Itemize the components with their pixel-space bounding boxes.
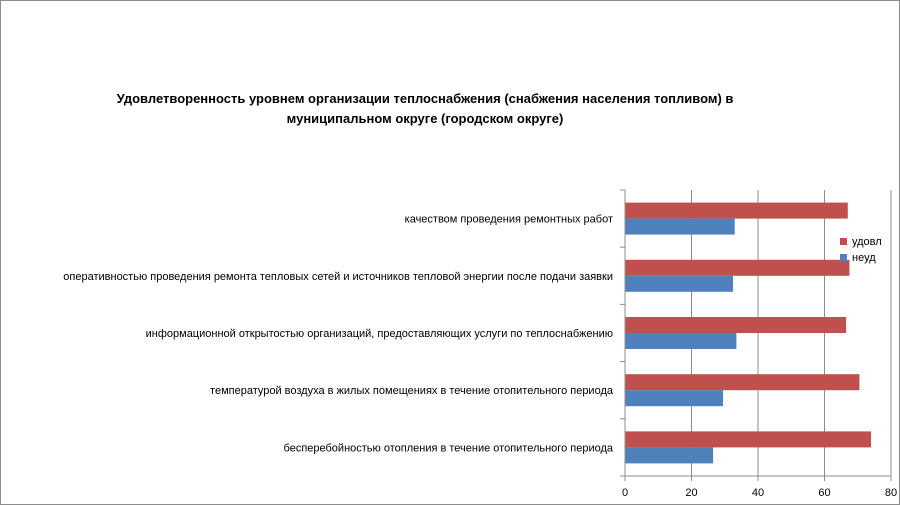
bar-неуд-2 (625, 275, 734, 292)
legend-label-удовл: удовл (852, 236, 882, 248)
chart-title: Удовлетворенность уровнем организации те… (60, 89, 790, 129)
category-label-5: бесперебойностью отопления в течение ото… (284, 442, 614, 454)
bars (625, 202, 872, 464)
category-label-2: оперативностью проведения ремонта теплов… (63, 271, 613, 283)
legend: удовл неуд (840, 236, 882, 264)
category-label-4: температурой воздуха в жилых помещениях … (210, 385, 614, 397)
x-tick-label: 40 (752, 487, 764, 499)
chart-title-line-2: муниципальном округе (городском округе) (286, 111, 564, 126)
chart-title-line-1: Удовлетворенность уровнем организации те… (116, 91, 734, 106)
category-labels: качеством проведения ремонтных работ опер… (63, 214, 614, 455)
x-tick-label: 60 (818, 487, 830, 499)
bar-удовл-4 (625, 374, 860, 391)
legend-swatch-неуд (840, 254, 847, 261)
axes (620, 189, 892, 481)
bar-удовл-1 (625, 202, 848, 219)
bar-удовл-3 (625, 317, 847, 333)
bar-неуд-3 (625, 333, 737, 349)
legend-label-неуд: неуд (852, 252, 876, 264)
category-label-1: качеством проведения ремонтных работ (405, 214, 613, 226)
legend-swatch-удовл (840, 238, 847, 245)
bar-неуд-5 (625, 447, 714, 464)
bar-удовл-2 (625, 259, 850, 276)
bar-неуд-1 (625, 218, 735, 235)
tick-labels: 0 20 40 60 80 (622, 487, 897, 499)
bar-неуд-4 (625, 390, 724, 407)
bar-удовл-5 (625, 431, 872, 448)
x-tick-label: 0 (622, 487, 628, 499)
category-label-3: информационной открытостью организаций, … (146, 328, 613, 340)
x-tick-label: 80 (885, 487, 897, 499)
x-tick-label: 20 (685, 487, 697, 499)
